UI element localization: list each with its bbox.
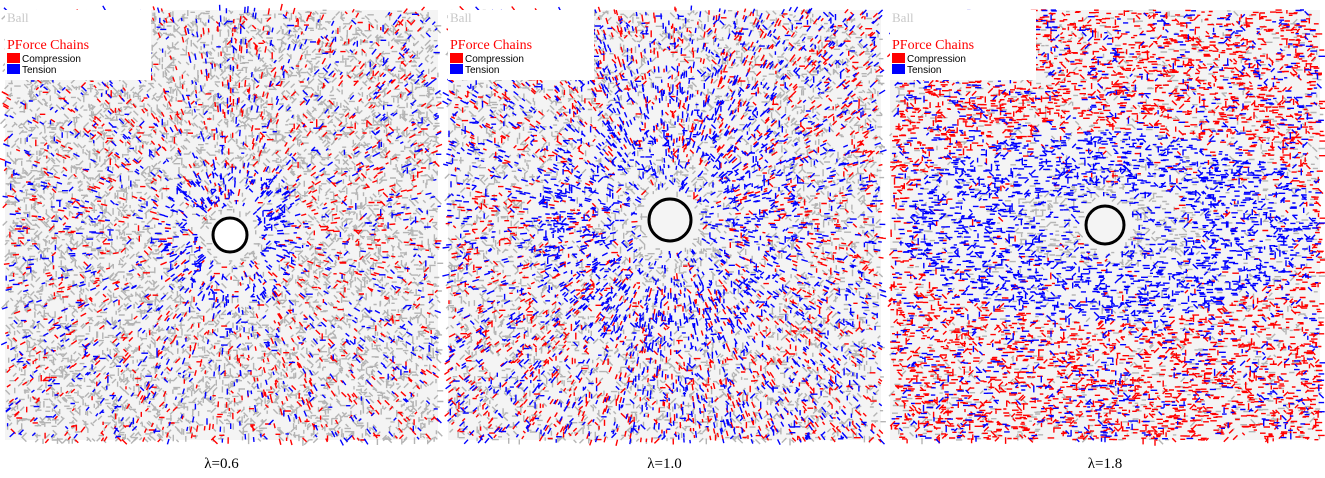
- legend-subtitle: PForce Chains: [892, 38, 974, 53]
- legend-item: Tension: [907, 65, 941, 76]
- legend-title: Ball: [7, 10, 29, 25]
- caption: λ=0.6: [204, 456, 239, 472]
- legend-title: Ball: [450, 10, 472, 25]
- legend-subtitle: PForce Chains: [450, 38, 532, 53]
- legend-swatch: [892, 53, 905, 63]
- ball: [213, 218, 247, 252]
- legend-item: Compression: [465, 54, 524, 65]
- caption: λ=1.8: [1088, 456, 1122, 472]
- legend-title: Ball: [892, 10, 914, 25]
- legend-swatch: [892, 64, 905, 74]
- figure: BallPForce ChainsCompressionTensionλ=0.6…: [0, 0, 1325, 478]
- legend-subtitle: PForce Chains: [7, 38, 89, 53]
- legend-item: Compression: [907, 54, 966, 65]
- legend-swatch: [7, 53, 20, 63]
- legend-swatch: [450, 53, 463, 63]
- legend-item: Tension: [465, 65, 499, 76]
- caption: λ=1.0: [647, 456, 681, 472]
- legend-swatch: [450, 64, 463, 74]
- legend-swatch: [7, 64, 20, 74]
- legend-item: Compression: [22, 54, 81, 65]
- legend-item: Tension: [22, 65, 56, 76]
